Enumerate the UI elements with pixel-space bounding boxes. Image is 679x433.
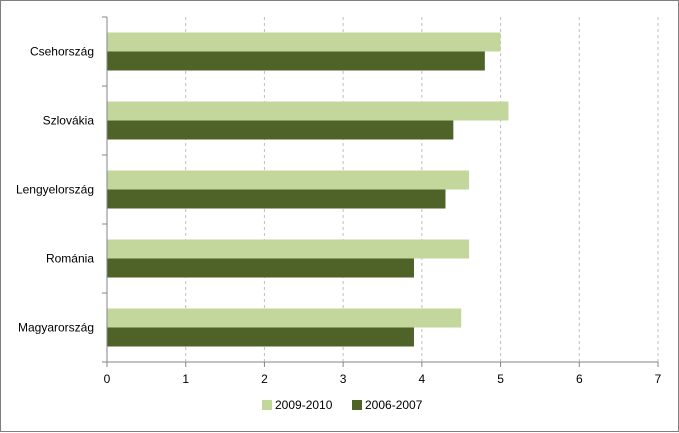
bar-2009-2010-Csehország bbox=[107, 32, 501, 52]
legend-label-2006-2007: 2006-2007 bbox=[365, 398, 423, 412]
category-label: Magyarország bbox=[18, 321, 94, 335]
bar-2009-2010-Magyarország bbox=[107, 308, 462, 328]
category-labels: Csehország Szlovákia Lengyelország Románia M… bbox=[16, 45, 94, 335]
x-tick-label-6: 6 bbox=[576, 372, 583, 386]
axes bbox=[102, 16, 659, 367]
bar-2006-2007-Lengyelország bbox=[107, 189, 446, 209]
x-tick-label-4: 4 bbox=[419, 372, 426, 386]
x-tick-label-3: 3 bbox=[340, 372, 347, 386]
legend-swatch-2006-2007 bbox=[352, 400, 362, 410]
bar-2006-2007-Szlovákia bbox=[107, 120, 454, 140]
bar-2006-2007-Románia bbox=[107, 258, 414, 278]
x-tick-label-5: 5 bbox=[497, 372, 504, 386]
bar-2006-2007-Magyarország bbox=[107, 327, 414, 347]
category-label: Románia bbox=[46, 252, 94, 266]
x-tick-labels: 0 1 2 3 4 5 6 7 bbox=[104, 372, 662, 386]
x-tick-label-1: 1 bbox=[182, 372, 189, 386]
legend-label-2009-2010: 2009-2010 bbox=[275, 398, 333, 412]
bar-2006-2007-Csehország bbox=[107, 51, 485, 71]
category-label: Lengyelország bbox=[16, 183, 94, 197]
bar-2009-2010-Románia bbox=[107, 239, 470, 259]
category-label: Szlovákia bbox=[43, 114, 95, 128]
x-tick-label-0: 0 bbox=[104, 372, 111, 386]
x-tick-label-2: 2 bbox=[261, 372, 268, 386]
legend-swatch-2009-2010 bbox=[262, 400, 272, 410]
bar-group bbox=[107, 32, 509, 347]
legend: 2009-2010 2006-2007 bbox=[262, 398, 423, 412]
x-tick-label-7: 7 bbox=[655, 372, 662, 386]
bar-2009-2010-Szlovákia bbox=[107, 101, 509, 121]
category-label: Csehország bbox=[30, 45, 94, 59]
bar-2009-2010-Lengyelország bbox=[107, 170, 470, 190]
